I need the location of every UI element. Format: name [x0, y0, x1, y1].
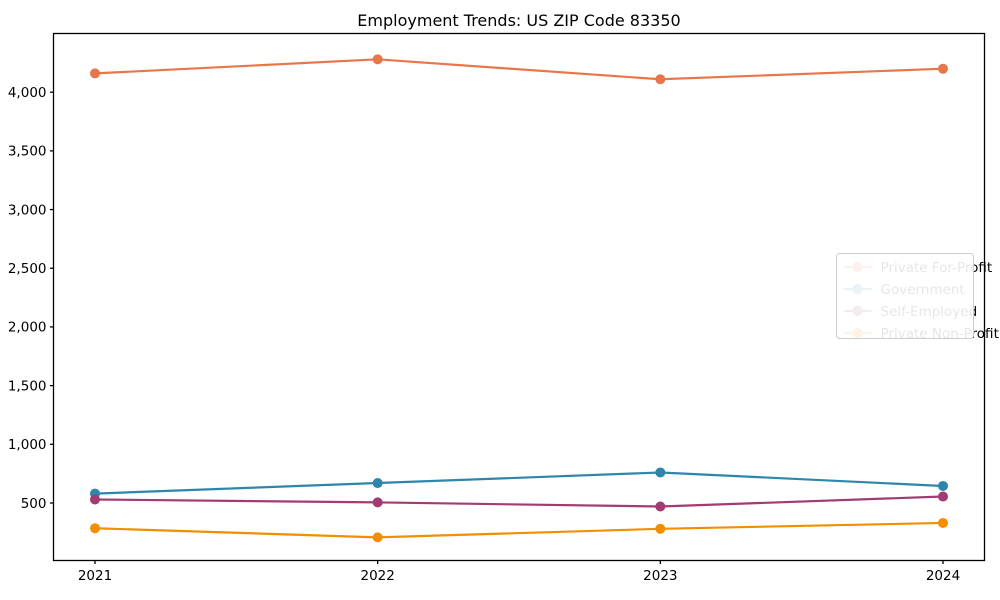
data-point — [938, 491, 948, 502]
x-tick-label: 2021 — [78, 568, 112, 584]
series-self-employed — [90, 491, 948, 512]
series-line — [93, 471, 945, 495]
data-point — [655, 523, 666, 534]
series-private-non-profit — [90, 517, 948, 543]
series-line — [93, 521, 945, 539]
data-point — [372, 54, 383, 65]
data-point — [90, 494, 100, 505]
series-line — [93, 58, 945, 81]
data-point — [372, 497, 383, 508]
x-axis: 2021 2022 2023 2024 — [78, 560, 960, 584]
y-tick-label: 3,500 — [8, 144, 47, 160]
y-tick-label: 500 — [21, 496, 47, 512]
data-point — [938, 63, 948, 74]
series-government — [90, 467, 948, 499]
data-point — [938, 517, 948, 528]
data-point — [90, 523, 100, 534]
y-tick-label: 2,500 — [8, 261, 47, 277]
data-point — [655, 74, 666, 85]
x-tick-label: 2023 — [643, 568, 677, 584]
y-axis: 500 1,000 1,500 2,000 2,500 3,000 3,500 4,000 — [8, 85, 54, 512]
y-tick-label: 2,000 — [8, 320, 47, 336]
series-line — [93, 495, 945, 508]
y-tick-label: 3,000 — [8, 202, 47, 218]
y-tick-label: 4,000 — [8, 85, 47, 101]
data-point — [372, 532, 383, 543]
y-tick-label: 1,000 — [8, 437, 47, 453]
data-point — [655, 467, 666, 478]
legend-box — [836, 253, 974, 339]
data-point — [372, 478, 383, 489]
x-tick-label: 2024 — [926, 568, 960, 584]
y-tick-label: 1,500 — [8, 378, 47, 394]
data-point — [655, 501, 666, 512]
data-point — [938, 480, 948, 491]
data-point — [90, 68, 100, 79]
chart-title: Employment Trends: US ZIP Code 83350 — [357, 11, 680, 30]
plot-frame — [52, 32, 986, 562]
x-tick-label: 2022 — [360, 568, 394, 584]
series-private-for-profit — [90, 54, 948, 85]
